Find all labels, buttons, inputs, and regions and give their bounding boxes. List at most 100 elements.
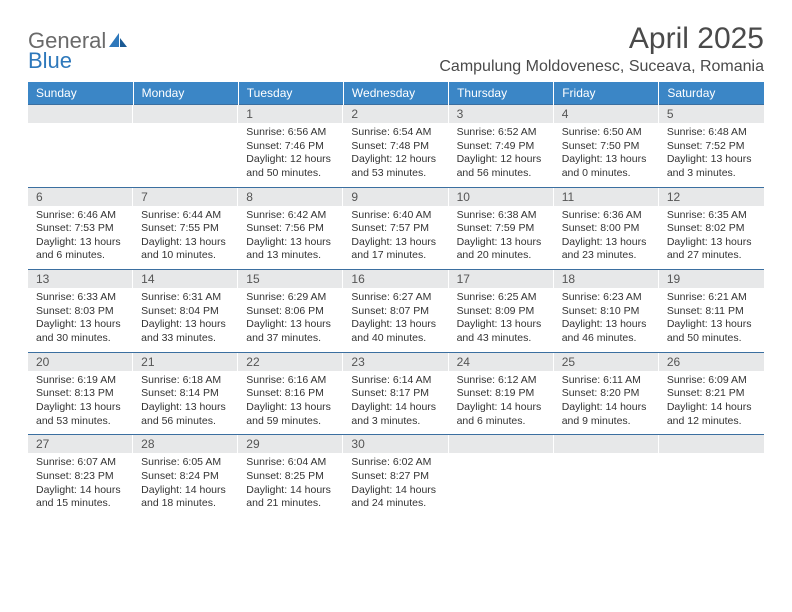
day-details: Sunrise: 6:48 AMSunset: 7:52 PMDaylight:… [659, 123, 764, 187]
sunset-text: Sunset: 8:13 PM [36, 387, 125, 401]
calendar-cell: 12Sunrise: 6:35 AMSunset: 8:02 PMDayligh… [659, 187, 764, 270]
sunset-text: Sunset: 8:06 PM [246, 305, 335, 319]
daylight-text: Daylight: 13 hours and 53 minutes. [36, 401, 125, 428]
daylight-text: Daylight: 13 hours and 30 minutes. [36, 318, 125, 345]
sunrise-text: Sunrise: 6:14 AM [351, 374, 440, 388]
sunset-text: Sunset: 7:50 PM [562, 140, 651, 154]
day-header: Monday [133, 82, 238, 105]
sunrise-text: Sunrise: 6:50 AM [562, 126, 651, 140]
sunrise-text: Sunrise: 6:25 AM [457, 291, 546, 305]
sunset-text: Sunset: 8:25 PM [246, 470, 335, 484]
sunset-text: Sunset: 8:21 PM [667, 387, 756, 401]
sunset-text: Sunset: 8:10 PM [562, 305, 651, 319]
day-number: 17 [449, 270, 554, 288]
day-details: Sunrise: 6:07 AMSunset: 8:23 PMDaylight:… [28, 453, 133, 517]
sunrise-text: Sunrise: 6:33 AM [36, 291, 125, 305]
day-details: Sunrise: 6:11 AMSunset: 8:20 PMDaylight:… [554, 371, 659, 435]
sunrise-text: Sunrise: 6:52 AM [457, 126, 546, 140]
sunrise-text: Sunrise: 6:16 AM [246, 374, 335, 388]
sunrise-text: Sunrise: 6:48 AM [667, 126, 756, 140]
sunset-text: Sunset: 8:07 PM [351, 305, 440, 319]
title-block: April 2025 Campulung Moldovenesc, Suceav… [439, 22, 764, 76]
sunrise-text: Sunrise: 6:19 AM [36, 374, 125, 388]
day-details: Sunrise: 6:44 AMSunset: 7:55 PMDaylight:… [133, 206, 238, 270]
calendar-cell: 14Sunrise: 6:31 AMSunset: 8:04 PMDayligh… [133, 270, 238, 353]
sunset-text: Sunset: 8:16 PM [246, 387, 335, 401]
calendar-cell: 29Sunrise: 6:04 AMSunset: 8:25 PMDayligh… [238, 435, 343, 517]
day-details: Sunrise: 6:14 AMSunset: 8:17 PMDaylight:… [343, 371, 448, 435]
sunset-text: Sunset: 8:23 PM [36, 470, 125, 484]
day-number: 15 [238, 270, 343, 288]
calendar-cell: 23Sunrise: 6:14 AMSunset: 8:17 PMDayligh… [343, 352, 448, 435]
calendar-cell: 25Sunrise: 6:11 AMSunset: 8:20 PMDayligh… [554, 352, 659, 435]
calendar-cell: 15Sunrise: 6:29 AMSunset: 8:06 PMDayligh… [238, 270, 343, 353]
calendar-cell [449, 435, 554, 517]
brand-sail-icon [108, 28, 128, 54]
calendar-head: SundayMondayTuesdayWednesdayThursdayFrid… [28, 82, 764, 105]
calendar-cell: 18Sunrise: 6:23 AMSunset: 8:10 PMDayligh… [554, 270, 659, 353]
calendar-row: 20Sunrise: 6:19 AMSunset: 8:13 PMDayligh… [28, 352, 764, 435]
daylight-text: Daylight: 14 hours and 21 minutes. [246, 484, 335, 511]
calendar-cell: 19Sunrise: 6:21 AMSunset: 8:11 PMDayligh… [659, 270, 764, 353]
day-details: Sunrise: 6:42 AMSunset: 7:56 PMDaylight:… [238, 206, 343, 270]
sunrise-text: Sunrise: 6:11 AM [562, 374, 651, 388]
day-number: 13 [28, 270, 133, 288]
day-number: 26 [659, 353, 764, 371]
daylight-text: Daylight: 13 hours and 50 minutes. [667, 318, 756, 345]
day-number: 7 [133, 188, 238, 206]
day-details: Sunrise: 6:40 AMSunset: 7:57 PMDaylight:… [343, 206, 448, 270]
day-number: 25 [554, 353, 659, 371]
calendar-cell: 10Sunrise: 6:38 AMSunset: 7:59 PMDayligh… [449, 187, 554, 270]
calendar-cell: 16Sunrise: 6:27 AMSunset: 8:07 PMDayligh… [343, 270, 448, 353]
calendar-cell: 17Sunrise: 6:25 AMSunset: 8:09 PMDayligh… [449, 270, 554, 353]
sunset-text: Sunset: 7:48 PM [351, 140, 440, 154]
sunset-text: Sunset: 8:24 PM [141, 470, 230, 484]
day-number: 2 [343, 105, 448, 123]
day-details: Sunrise: 6:04 AMSunset: 8:25 PMDaylight:… [238, 453, 343, 517]
day-header: Wednesday [343, 82, 448, 105]
day-details: Sunrise: 6:33 AMSunset: 8:03 PMDaylight:… [28, 288, 133, 352]
day-number-empty [554, 435, 659, 453]
daylight-text: Daylight: 13 hours and 56 minutes. [141, 401, 230, 428]
day-details: Sunrise: 6:02 AMSunset: 8:27 PMDaylight:… [343, 453, 448, 517]
day-number: 21 [133, 353, 238, 371]
sunrise-text: Sunrise: 6:09 AM [667, 374, 756, 388]
day-details: Sunrise: 6:52 AMSunset: 7:49 PMDaylight:… [449, 123, 554, 187]
calendar-cell [133, 105, 238, 188]
day-details: Sunrise: 6:27 AMSunset: 8:07 PMDaylight:… [343, 288, 448, 352]
daylight-text: Daylight: 13 hours and 3 minutes. [667, 153, 756, 180]
sunset-text: Sunset: 7:46 PM [246, 140, 335, 154]
calendar-cell: 11Sunrise: 6:36 AMSunset: 8:00 PMDayligh… [554, 187, 659, 270]
sunset-text: Sunset: 8:27 PM [351, 470, 440, 484]
daylight-text: Daylight: 13 hours and 37 minutes. [246, 318, 335, 345]
daylight-text: Daylight: 13 hours and 43 minutes. [457, 318, 546, 345]
day-details: Sunrise: 6:38 AMSunset: 7:59 PMDaylight:… [449, 206, 554, 270]
day-number: 27 [28, 435, 133, 453]
sunrise-text: Sunrise: 6:18 AM [141, 374, 230, 388]
day-details: Sunrise: 6:31 AMSunset: 8:04 PMDaylight:… [133, 288, 238, 352]
sunset-text: Sunset: 8:02 PM [667, 222, 756, 236]
day-number: 14 [133, 270, 238, 288]
calendar-row: 13Sunrise: 6:33 AMSunset: 8:03 PMDayligh… [28, 270, 764, 353]
day-number: 22 [238, 353, 343, 371]
sunrise-text: Sunrise: 6:12 AM [457, 374, 546, 388]
daylight-text: Daylight: 14 hours and 18 minutes. [141, 484, 230, 511]
day-number: 28 [133, 435, 238, 453]
day-header: Friday [554, 82, 659, 105]
sunrise-text: Sunrise: 6:04 AM [246, 456, 335, 470]
daylight-text: Daylight: 13 hours and 59 minutes. [246, 401, 335, 428]
calendar-row: 27Sunrise: 6:07 AMSunset: 8:23 PMDayligh… [28, 435, 764, 517]
day-details: Sunrise: 6:18 AMSunset: 8:14 PMDaylight:… [133, 371, 238, 435]
day-number: 1 [238, 105, 343, 123]
day-number: 9 [343, 188, 448, 206]
day-details: Sunrise: 6:25 AMSunset: 8:09 PMDaylight:… [449, 288, 554, 352]
day-number: 4 [554, 105, 659, 123]
calendar-table: SundayMondayTuesdayWednesdayThursdayFrid… [28, 82, 764, 517]
sunset-text: Sunset: 7:59 PM [457, 222, 546, 236]
sunset-text: Sunset: 8:00 PM [562, 222, 651, 236]
sunrise-text: Sunrise: 6:21 AM [667, 291, 756, 305]
daylight-text: Daylight: 13 hours and 23 minutes. [562, 236, 651, 263]
day-number: 3 [449, 105, 554, 123]
month-title: April 2025 [439, 22, 764, 56]
calendar-cell: 7Sunrise: 6:44 AMSunset: 7:55 PMDaylight… [133, 187, 238, 270]
